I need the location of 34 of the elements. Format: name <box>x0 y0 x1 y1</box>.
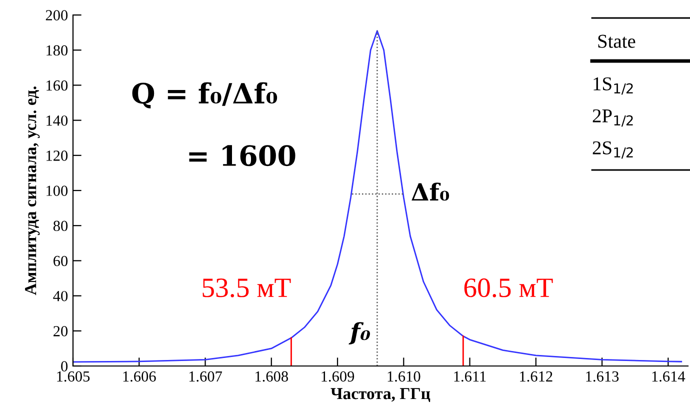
y-tick-label: 20 <box>54 326 68 336</box>
x-tick-label: 1.609 <box>322 371 354 382</box>
x-tick-label: 1.614 <box>652 371 686 382</box>
x-tick-label: 1.605 <box>57 371 90 382</box>
x-tick-label: 1.612 <box>520 371 552 382</box>
x-tick-label: 1.611 <box>454 371 486 382</box>
y-tick-label: 0 <box>61 361 68 372</box>
x-axis-title: Частота, ГГц <box>330 388 430 402</box>
annotation: 2S$_{1/2}$ <box>592 141 633 159</box>
annotation: 53.5 мТ <box>202 278 291 298</box>
x-tick-label: 1.613 <box>586 371 619 382</box>
y-axis-title: Амплитуда сигнала, усл. ед. <box>25 86 40 296</box>
line-series <box>73 30 682 363</box>
y-tick-label: 180 <box>46 45 68 56</box>
annotation: Δf₀ <box>412 182 450 201</box>
annotation: 1S$_{1/2}$ <box>594 77 633 95</box>
y-tick-label: 140 <box>46 115 68 126</box>
x-tick-label: 1.610 <box>388 371 420 382</box>
y-tick-label: 120 <box>46 150 68 161</box>
annotation: f₀ <box>348 322 370 345</box>
annotation: 60.5 мТ <box>464 278 553 298</box>
annotation: State <box>598 34 636 48</box>
y-tick-label: 160 <box>46 80 68 91</box>
y-tick-label: 80 <box>53 220 68 232</box>
x-tick-label: 1.607 <box>189 371 222 382</box>
x-tick-label: 1.608 <box>256 371 288 382</box>
x-tick-label: 1.606 <box>123 371 156 382</box>
annotation: 2P$_{1/2}$ <box>592 109 633 127</box>
annotation: = 1600 <box>189 145 296 166</box>
y-tick-label: 40 <box>53 290 68 302</box>
annotation: Q = f₀/Δf₀ <box>132 82 278 108</box>
y-tick-label: 100 <box>46 186 68 196</box>
y-tick-label: 200 <box>46 10 68 20</box>
y-tick-label: 60 <box>54 256 68 266</box>
